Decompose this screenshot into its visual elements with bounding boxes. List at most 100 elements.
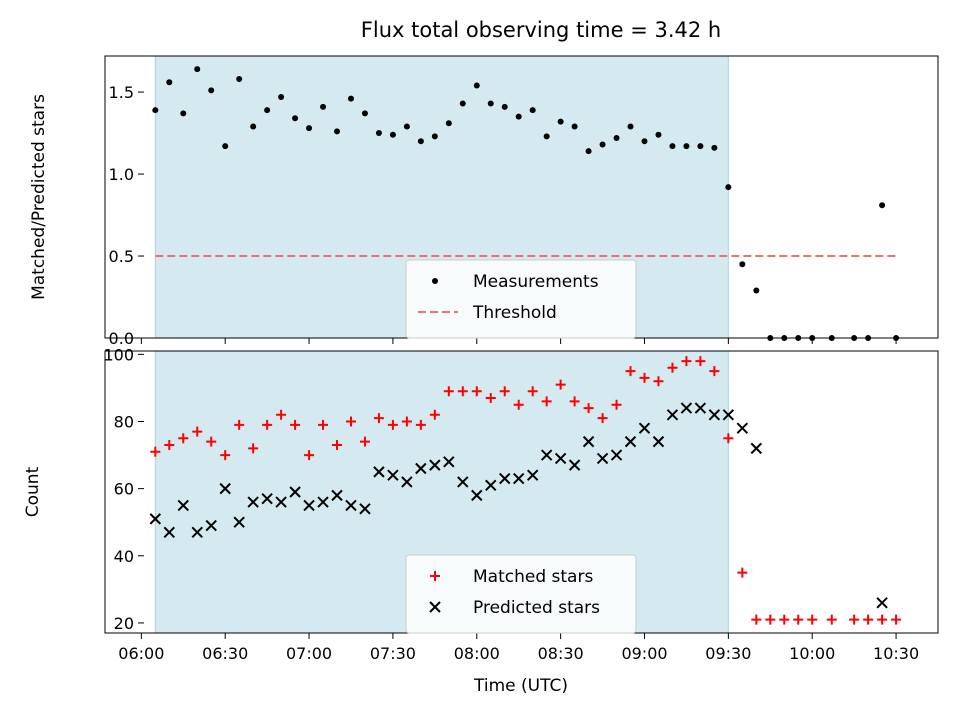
- data-point: [471, 386, 482, 397]
- data-point: [192, 426, 203, 437]
- data-point: [389, 131, 396, 138]
- data-point: [178, 433, 189, 444]
- x-tick-label: 09:00: [621, 644, 667, 663]
- data-point: [149, 513, 162, 525]
- y-tick-label: 1.5: [109, 83, 134, 102]
- data-point: [582, 435, 595, 448]
- data-point: [807, 614, 818, 625]
- data-point: [543, 133, 550, 140]
- data-point: [417, 138, 424, 145]
- data-point: [722, 409, 735, 421]
- data-point: [276, 409, 287, 420]
- data-point: [373, 413, 384, 424]
- data-point: [515, 113, 522, 120]
- data-point: [236, 75, 243, 82]
- data-point: [219, 482, 231, 495]
- data-point: [723, 433, 734, 444]
- data-point: [697, 143, 704, 150]
- data-point: [655, 131, 662, 138]
- data-point: [332, 440, 343, 450]
- x-tick-label: 06:30: [202, 644, 248, 663]
- data-point: [596, 452, 609, 465]
- data-point: [666, 409, 679, 421]
- y-tick-label: 80: [114, 413, 134, 432]
- top-y-axis-label: Matched/Predicted stars: [29, 94, 49, 300]
- data-point: [250, 123, 257, 130]
- x-tick-label: 08:00: [454, 644, 500, 663]
- x-tick-label: 10:30: [873, 644, 919, 663]
- data-point: [177, 499, 189, 512]
- data-point: [359, 436, 370, 447]
- bottom-y-axis-label: Count: [23, 466, 43, 517]
- data-point: [863, 614, 874, 625]
- data-point: [627, 123, 634, 130]
- data-point: [292, 115, 299, 122]
- data-point: [457, 476, 469, 488]
- legend-marker: [429, 601, 441, 613]
- data-point: [750, 442, 763, 455]
- x-tick-label: 09:30: [705, 644, 751, 663]
- legend-label: Threshold: [472, 303, 557, 323]
- data-point: [891, 614, 902, 625]
- data-point: [304, 450, 315, 461]
- data-point: [347, 95, 354, 102]
- data-point: [359, 503, 371, 515]
- data-point: [849, 614, 860, 625]
- data-point: [638, 422, 651, 434]
- data-point: [443, 386, 454, 397]
- x-tick-label: 07:00: [286, 644, 332, 663]
- data-point: [262, 419, 273, 430]
- data-point: [473, 82, 480, 89]
- data-point: [387, 419, 398, 430]
- data-point: [247, 496, 259, 508]
- data-point: [443, 456, 455, 468]
- data-point: [639, 372, 650, 383]
- data-point: [471, 489, 483, 502]
- data-point: [499, 472, 511, 485]
- data-point: [317, 496, 329, 508]
- x-tick-label: 06:00: [118, 644, 164, 663]
- data-point: [667, 362, 678, 373]
- data-point: [512, 472, 525, 485]
- data-point: [753, 287, 760, 294]
- data-point: [694, 402, 707, 414]
- data-point: [150, 446, 161, 457]
- data-point: [320, 103, 327, 110]
- data-point: [331, 489, 343, 502]
- data-point: [234, 419, 245, 430]
- data-point: [711, 144, 718, 151]
- data-point: [879, 202, 886, 209]
- x-tick-label: 10:00: [789, 644, 835, 663]
- data-point: [695, 356, 706, 367]
- data-point: [345, 416, 356, 427]
- data-point: [220, 450, 231, 461]
- data-point: [303, 499, 315, 512]
- data-point: [459, 100, 466, 107]
- data-point: [653, 376, 664, 387]
- legend-marker: [430, 571, 440, 581]
- legend-label: Measurements: [473, 272, 599, 292]
- data-point: [625, 366, 636, 377]
- legend: Measurements Threshold: [405, 259, 637, 339]
- data-point: [876, 597, 888, 609]
- data-point: [597, 413, 608, 424]
- data-point: [345, 499, 357, 512]
- y-tick-label: 1.0: [109, 165, 134, 184]
- data-point: [318, 419, 329, 430]
- data-point: [624, 435, 637, 448]
- data-point: [739, 261, 746, 268]
- data-point: [680, 402, 693, 414]
- data-point: [501, 103, 508, 110]
- data-point: [571, 123, 578, 130]
- data-point: [709, 366, 720, 377]
- data-point: [669, 143, 676, 150]
- data-point: [526, 469, 539, 481]
- data-point: [233, 516, 245, 528]
- data-point: [611, 399, 622, 410]
- data-point: [248, 443, 259, 454]
- data-point: [652, 435, 665, 448]
- data-point: [180, 110, 187, 117]
- data-point: [641, 138, 648, 145]
- data-point: [222, 143, 229, 150]
